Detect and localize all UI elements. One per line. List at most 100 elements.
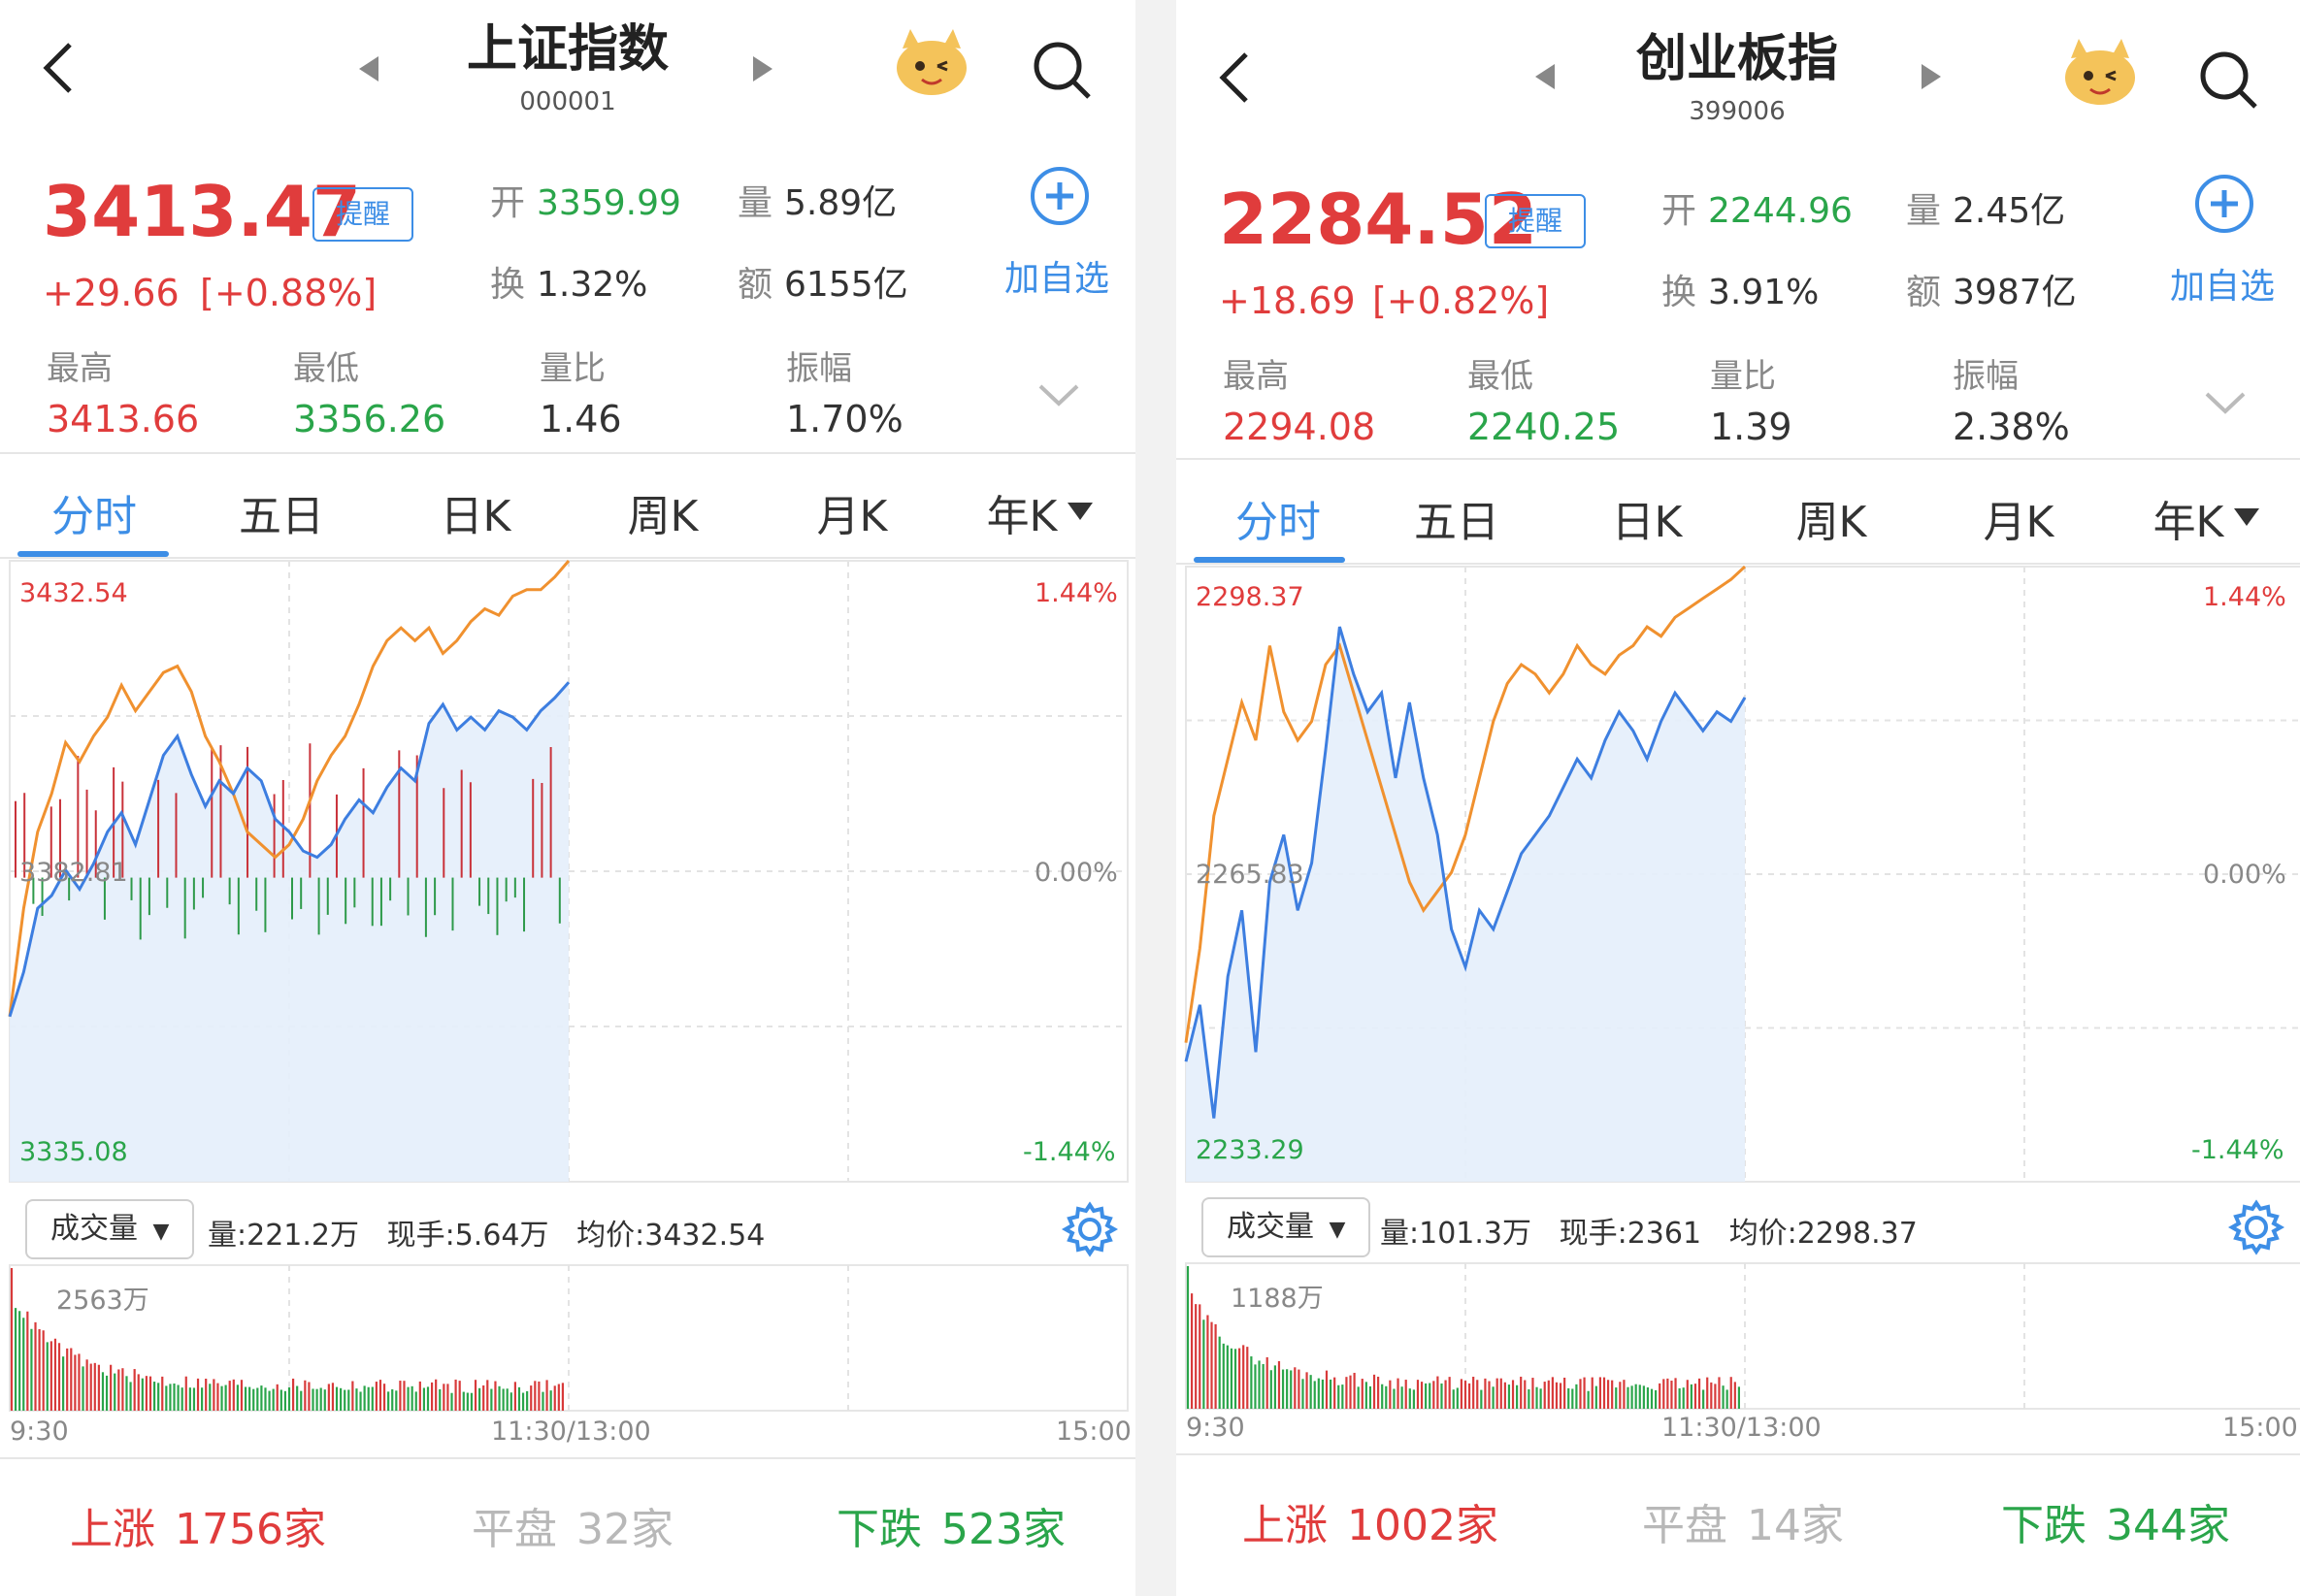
advancers-value: 1756家 [175, 1505, 326, 1554]
advancers-label: 上涨 [1242, 1501, 1328, 1550]
tab-yearly-k[interactable]: 年K [2152, 498, 2224, 547]
axis-bottom-pct: -1.44% [2191, 1135, 2284, 1165]
stock-panel-shanghai: 上证指数 000001 3413.47 提醒 +29.66 [+0.88%] 开… [0, 0, 1135, 1596]
amplitude-label: 振幅 [1953, 357, 2019, 396]
axis-top-price: 2298.37 [1196, 582, 1304, 612]
add-watchlist-icon[interactable] [1029, 165, 1091, 227]
low-value: 3356.26 [293, 398, 446, 440]
tab-daily-k[interactable]: 日K [1611, 498, 1683, 547]
axis-mid-price: 3382.81 [19, 858, 128, 888]
current-price: 3413.47 [43, 171, 361, 252]
volume-indicator-label: 成交量 [50, 1212, 138, 1246]
volume-stat: 量 5.89亿 [738, 175, 897, 225]
volume-ratio-value: 1.39 [1710, 406, 1792, 448]
tab-five-day[interactable]: 五日 [239, 492, 324, 541]
axis-bottom-price: 3335.08 [19, 1137, 128, 1167]
dropdown-triangle-icon: ▼ [1329, 1218, 1346, 1242]
turnover-stat: 换 3.91% [1661, 264, 1819, 314]
expand-chevron-icon[interactable] [1036, 380, 1081, 409]
time-start: 9:30 [10, 1417, 69, 1447]
change-value: +18.69 [1219, 279, 1356, 322]
avg-price-line [8, 560, 571, 1017]
volume-chart[interactable] [9, 1264, 1129, 1412]
high-label: 最高 [1223, 357, 1289, 396]
amplitude-value: 2.38% [1953, 406, 2070, 448]
add-watchlist-icon[interactable] [2193, 173, 2255, 235]
dropdown-triangle-icon[interactable] [2232, 506, 2261, 528]
remind-button[interactable]: 提醒 [1485, 194, 1586, 248]
back-arrow-icon[interactable] [39, 39, 78, 97]
tab-yearly-k[interactable]: 年K [986, 492, 1058, 541]
time-midday: 11:30/13:00 [491, 1417, 651, 1447]
prev-stock-icon[interactable] [1533, 62, 1557, 91]
intraday-chart[interactable] [1184, 565, 2300, 1183]
prev-stock-icon[interactable] [357, 54, 380, 83]
open-value: 2244.96 [1708, 191, 1853, 231]
price-area [1186, 627, 1745, 1182]
volume-total: 量:221.2万 [208, 1219, 359, 1253]
back-arrow-icon[interactable] [1215, 49, 1254, 107]
amount-label: 额 [738, 265, 773, 305]
volume-avg-price: 均价:2298.37 [1728, 1217, 1918, 1251]
volume-label: 量 [1906, 191, 1942, 231]
intraday-chart[interactable] [8, 560, 1129, 1183]
change-percent: [+0.88%] [200, 272, 378, 314]
volume-ratio-label: 量比 [1710, 357, 1776, 396]
settings-gear-icon[interactable] [1061, 1201, 1119, 1257]
decliners-value: 344家 [2106, 1501, 2230, 1550]
tab-weekly-k[interactable]: 周K [1795, 498, 1867, 547]
add-watchlist-label[interactable]: 加自选 [2170, 267, 2276, 307]
high-value: 3413.66 [47, 398, 200, 440]
volume-frame [1185, 1262, 2300, 1410]
open-stat: 开 3359.99 [490, 175, 681, 225]
unchanged-value: 32家 [576, 1505, 674, 1554]
axis-top-pct: 1.44% [1035, 578, 1118, 608]
mascot-icon[interactable] [2061, 35, 2139, 109]
tab-intraday[interactable]: 分时 [1235, 498, 1321, 547]
unchanged-label: 平盘 [472, 1505, 557, 1554]
open-value: 3359.99 [537, 183, 681, 223]
volume-current: 现手:2361 [1559, 1217, 1702, 1251]
next-stock-icon[interactable] [751, 54, 774, 83]
volume-info: 量:101.3万 现手:2361 均价:2298.37 [1380, 1209, 1918, 1252]
volume-chart[interactable] [1185, 1262, 2300, 1410]
open-label: 开 [490, 183, 526, 223]
tab-daily-k[interactable]: 日K [440, 492, 511, 541]
volume-label: 量 [738, 183, 773, 223]
amplitude-label: 振幅 [786, 349, 852, 388]
axis-bottom-pct: -1.44% [1023, 1137, 1116, 1167]
price-line [8, 681, 571, 1018]
tab-monthly-k[interactable]: 月K [816, 492, 888, 541]
volume-value: 2.45亿 [1953, 191, 2066, 231]
low-label: 最低 [293, 349, 359, 388]
settings-gear-icon[interactable] [2227, 1199, 2285, 1255]
volume-indicator-dropdown[interactable]: 成交量 ▼ [25, 1199, 195, 1259]
axis-mid-pct: 0.00% [1035, 858, 1118, 888]
low-value: 2240.25 [1467, 406, 1621, 448]
search-icon[interactable] [2197, 49, 2259, 111]
tab-monthly-k[interactable]: 月K [1983, 498, 2054, 547]
expand-chevron-icon[interactable] [2203, 388, 2248, 417]
volume-indicator-dropdown[interactable]: 成交量 ▼ [1201, 1197, 1371, 1257]
tab-five-day[interactable]: 五日 [1414, 498, 1499, 547]
volume-ratio-label: 量比 [540, 349, 606, 388]
remind-button[interactable]: 提醒 [312, 187, 413, 242]
amount-stat: 额 6155亿 [738, 256, 908, 307]
tab-intraday[interactable]: 分时 [51, 492, 137, 541]
stock-panel-chinext: 创业板指 399006 2284.52 提醒 +18.69 [+0.82%] 开… [1176, 0, 2300, 1596]
search-icon[interactable] [1031, 39, 1093, 101]
tab-weekly-k[interactable]: 周K [627, 492, 699, 541]
next-stock-icon[interactable] [1920, 62, 1943, 91]
decliners-value: 523家 [941, 1505, 1066, 1554]
time-end: 15:00 [2222, 1413, 2298, 1443]
volume-max-label: 2563万 [56, 1286, 149, 1316]
amount-label: 额 [1906, 273, 1942, 312]
mascot-icon[interactable] [893, 25, 970, 99]
stock-code: 399006 [1689, 97, 1786, 126]
turnover-label: 换 [490, 265, 526, 305]
volume-bars [1186, 1266, 1741, 1409]
dropdown-triangle-icon[interactable] [1066, 501, 1095, 522]
price-area [10, 682, 569, 1182]
add-watchlist-label[interactable]: 加自选 [1004, 259, 1110, 299]
amount-value: 3987亿 [1953, 273, 2077, 312]
